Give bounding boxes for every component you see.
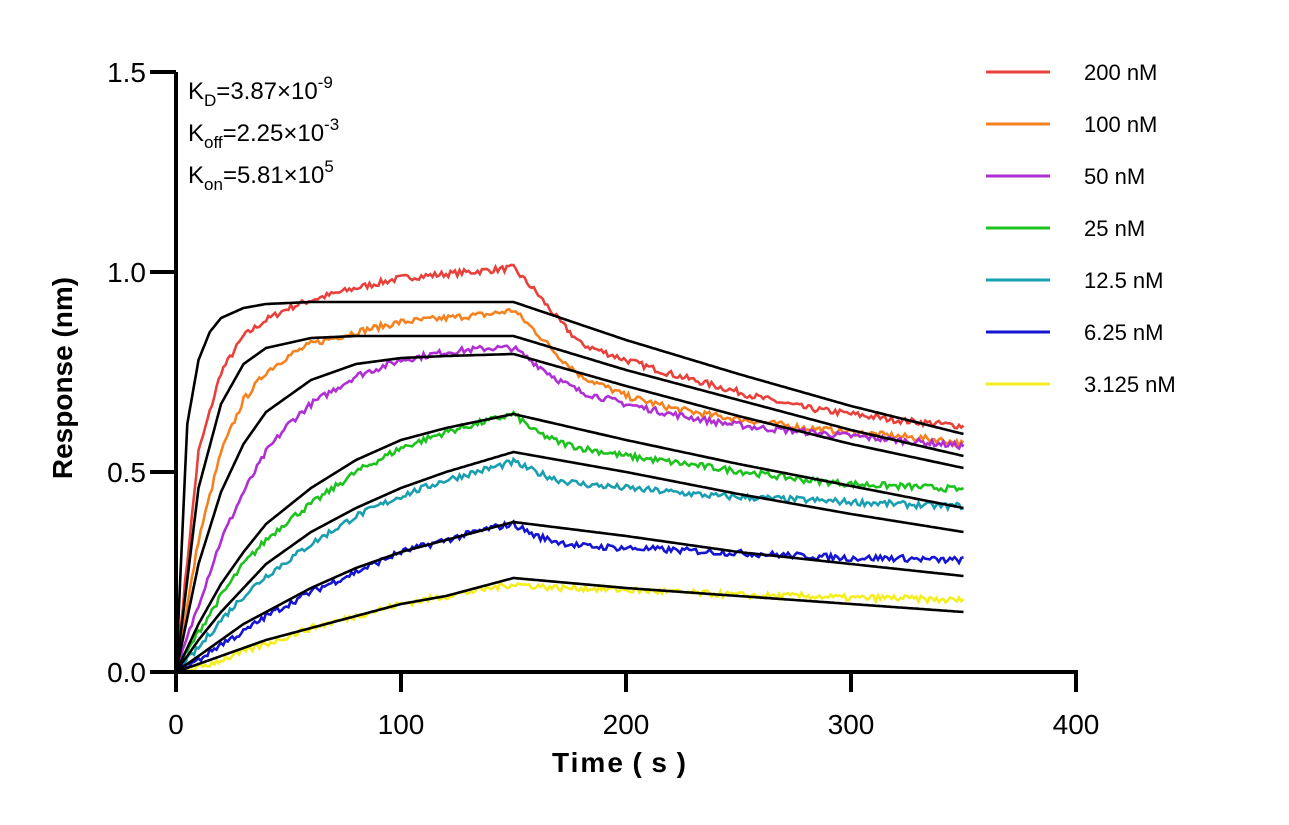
fit-curve-3-125-nM [175, 576, 964, 674]
legend-label: 6.25 nM [1084, 320, 1164, 345]
x-axis-title: Time ( s ) [552, 747, 688, 778]
kon-annotation: Kon=5.81×105 [188, 157, 334, 194]
measured-trace-3-125-nM [175, 581, 965, 674]
x-tick-label: 100 [378, 709, 425, 740]
measured-trace-6-25-nM [175, 519, 964, 674]
y-tick-label: 1.5 [107, 57, 146, 88]
plot-area [174, 263, 965, 674]
legend: 200 nM 100 nM 50 nM 25 nM 12.5 nM 6.25 nM 3.12… [986, 60, 1176, 397]
fit-curve-100-nM [174, 334, 964, 673]
legend-label: 3.125 nM [1084, 372, 1176, 397]
x-tick-label: 300 [828, 709, 875, 740]
kinetics-annotation: KD=3.87×10-9 Koff=2.25×10-3 Kon=5.81×105 [188, 73, 339, 194]
legend-label: 50 nM [1084, 164, 1145, 189]
fit-curve-50-nM [174, 352, 964, 673]
y-axis-title: Response (nm) [47, 277, 78, 479]
y-tick-label: 0.5 [107, 457, 146, 488]
measured-trace-100-nM [174, 307, 965, 673]
kd-annotation: KD=3.87×10-9 [188, 73, 333, 110]
fit-curve-6-25-nM [175, 520, 964, 674]
x-tick-label: 200 [603, 709, 650, 740]
measured-trace-200-nM [174, 263, 965, 673]
y-tick-label: 0.0 [107, 657, 146, 688]
legend-label: 25 nM [1084, 216, 1145, 241]
axes: 0 100 200 300 400 0.0 0.5 1.0 1.5 [107, 57, 1099, 740]
legend-label: 200 nM [1084, 60, 1157, 85]
y-tick-label: 1.0 [107, 257, 146, 288]
koff-annotation: Koff=2.25×10-3 [188, 115, 339, 152]
legend-label: 12.5 nM [1084, 268, 1164, 293]
fit-curve-25-nM [174, 412, 964, 673]
x-tick-label: 0 [168, 709, 184, 740]
measured-trace-50-nM [174, 344, 965, 673]
fit-curve-12-5-nM [174, 450, 964, 673]
fit-curve-200-nM [174, 300, 964, 673]
measured-trace-12-5-nM [175, 456, 964, 673]
legend-label: 100 nM [1084, 112, 1157, 137]
x-tick-label: 400 [1053, 709, 1100, 740]
